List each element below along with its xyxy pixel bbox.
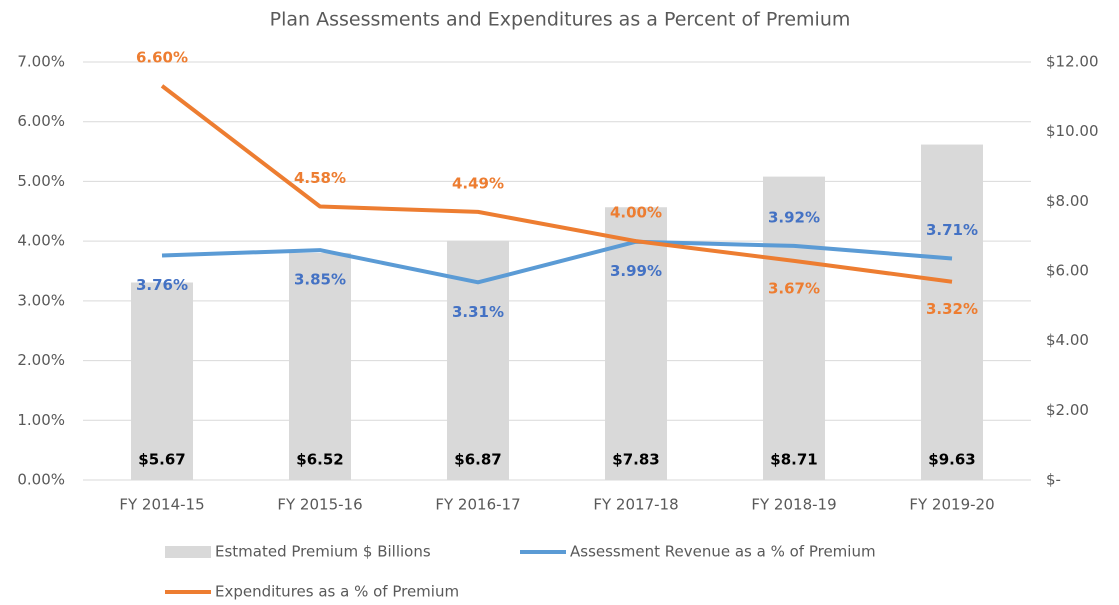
legend-swatch: [165, 546, 211, 558]
data-label: 3.32%: [926, 300, 978, 318]
bar-label: $7.83: [612, 451, 659, 469]
line-series: [160, 84, 953, 284]
y-tick-label: 1.00%: [17, 411, 65, 429]
x-tick-label: FY 2018-19: [751, 496, 836, 514]
data-label: 3.99%: [610, 262, 662, 280]
y2-tick-label: $2.00: [1046, 401, 1089, 419]
y2-tick-label: $-: [1046, 471, 1061, 489]
bar-label: $6.87: [454, 451, 501, 469]
bar-label: $5.67: [138, 451, 185, 469]
data-label: 3.85%: [294, 271, 346, 289]
y2-tick-label: $10.00: [1046, 122, 1099, 140]
y2-tick-label: $12.00: [1046, 53, 1099, 71]
y-tick-label: 2.00%: [17, 351, 65, 369]
data-label: 3.31%: [452, 303, 504, 321]
bar-label: $8.71: [770, 451, 817, 469]
y-tick-label: 5.00%: [17, 172, 65, 190]
y-tick-label: 6.00%: [17, 112, 65, 130]
legend-label: Assessment Revenue as a % of Premium: [570, 543, 876, 561]
data-label: 4.58%: [294, 169, 346, 187]
bar-label: $9.63: [928, 451, 975, 469]
data-label: 6.60%: [136, 48, 188, 66]
bar: [131, 282, 193, 480]
bar: [289, 252, 351, 480]
bar: [921, 144, 983, 480]
x-tick-label: FY 2014-15: [119, 496, 204, 514]
x-tick-label: FY 2015-16: [277, 496, 362, 514]
legend-label: Expenditures as a % of Premium: [215, 583, 459, 601]
x-tick-label: FY 2019-20: [909, 496, 994, 514]
chart-title: Plan Assessments and Expenditures as a P…: [270, 9, 851, 31]
y-tick-label: 0.00%: [17, 471, 65, 489]
data-label: 3.92%: [768, 208, 820, 226]
y2-tick-label: $6.00: [1046, 262, 1089, 280]
y-tick-label: 3.00%: [17, 291, 65, 309]
x-tick-label: FY 2017-18: [593, 496, 678, 514]
bar: [763, 176, 825, 480]
data-label: 4.00%: [610, 204, 662, 222]
y2-tick-label: $8.00: [1046, 192, 1089, 210]
x-tick-label: FY 2016-17: [435, 496, 520, 514]
y-tick-label: 4.00%: [17, 232, 65, 250]
data-label: 3.71%: [926, 221, 978, 239]
y2-tick-label: $4.00: [1046, 331, 1089, 349]
y-tick-label: 7.00%: [17, 53, 65, 71]
data-label: 3.67%: [768, 279, 820, 297]
line-series: [161, 239, 953, 285]
bar-label: $6.52: [296, 451, 343, 469]
legend-label: Estmated Premium $ Billions: [215, 543, 431, 561]
data-label: 3.76%: [136, 276, 188, 294]
data-label: 4.49%: [452, 174, 504, 192]
bar: [605, 207, 667, 480]
